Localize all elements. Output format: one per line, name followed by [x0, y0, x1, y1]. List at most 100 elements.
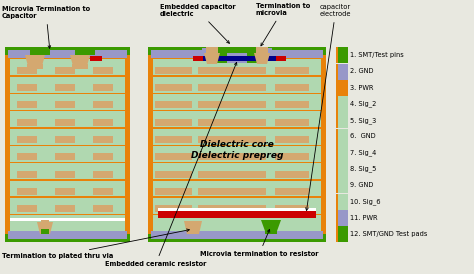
Bar	[148, 47, 326, 242]
Bar	[275, 171, 303, 178]
Bar	[10, 76, 125, 93]
Bar	[338, 145, 348, 161]
Bar	[198, 153, 222, 160]
Bar	[336, 193, 338, 210]
Bar	[153, 75, 321, 77]
Bar	[18, 119, 37, 126]
Bar	[90, 56, 102, 61]
Bar	[55, 171, 75, 178]
Bar	[155, 171, 178, 178]
Bar	[164, 84, 192, 91]
Text: 10. Sig_6: 10. Sig_6	[350, 198, 381, 205]
Bar	[153, 110, 321, 112]
Bar	[275, 84, 303, 91]
Bar	[153, 197, 321, 214]
Bar	[18, 171, 37, 178]
Bar	[10, 127, 125, 129]
Bar	[286, 67, 309, 74]
Bar	[338, 177, 348, 193]
Bar	[198, 205, 222, 212]
Text: 5. Sig_3: 5. Sig_3	[350, 117, 376, 124]
Bar	[93, 84, 113, 91]
Text: Embedded capacitor
dielectric: Embedded capacitor dielectric	[160, 4, 236, 43]
Bar	[198, 101, 222, 109]
Text: 1. SMT/Test pins: 1. SMT/Test pins	[350, 52, 404, 58]
Bar	[336, 226, 338, 242]
Bar	[75, 47, 95, 55]
Bar	[10, 59, 125, 75]
Bar	[338, 112, 348, 128]
Bar	[219, 119, 248, 126]
Bar	[336, 177, 338, 193]
Bar	[275, 119, 303, 126]
Bar	[93, 101, 113, 109]
Bar	[338, 47, 348, 63]
Bar	[10, 162, 125, 179]
Bar	[336, 96, 338, 112]
Bar	[164, 136, 192, 143]
Bar	[148, 47, 326, 55]
Bar	[219, 205, 248, 212]
Bar	[164, 67, 192, 74]
Bar	[153, 59, 321, 75]
Bar	[153, 58, 321, 59]
Bar	[206, 47, 218, 54]
Bar	[55, 119, 75, 126]
Bar	[286, 171, 309, 178]
Bar	[10, 110, 125, 112]
Bar	[10, 111, 125, 127]
Bar	[198, 67, 222, 74]
Bar	[286, 119, 309, 126]
Bar	[286, 205, 309, 212]
Bar	[55, 84, 75, 91]
Bar	[155, 205, 178, 212]
Bar	[8, 231, 127, 239]
Bar	[219, 101, 248, 109]
Bar	[242, 136, 265, 143]
Bar	[219, 67, 248, 74]
Bar	[265, 229, 277, 234]
Text: capacitor
electrode: capacitor electrode	[306, 4, 352, 210]
Bar	[336, 47, 338, 63]
Bar	[155, 84, 178, 91]
Bar	[338, 210, 348, 226]
Bar	[55, 101, 75, 109]
Bar	[198, 119, 222, 126]
Bar	[158, 208, 316, 211]
Bar	[10, 197, 125, 214]
Bar	[153, 145, 321, 162]
Bar	[18, 84, 37, 91]
Bar	[55, 67, 75, 74]
Bar	[164, 153, 192, 160]
Bar	[275, 205, 303, 212]
Bar	[219, 136, 248, 143]
Bar	[10, 128, 125, 144]
Bar	[155, 136, 178, 143]
Bar	[153, 196, 321, 198]
Bar	[153, 111, 321, 127]
Bar	[336, 129, 338, 144]
Bar	[27, 64, 43, 69]
Bar	[198, 136, 222, 143]
Bar	[18, 101, 37, 109]
Bar	[41, 229, 49, 234]
Bar	[151, 50, 323, 58]
Bar	[242, 153, 265, 160]
Text: 11. PWR: 11. PWR	[350, 215, 378, 221]
Bar	[5, 47, 130, 242]
Text: 12. SMT/GND Test pads: 12. SMT/GND Test pads	[350, 231, 428, 237]
Bar	[153, 162, 321, 179]
Bar	[8, 50, 127, 58]
Bar	[93, 67, 113, 74]
Bar	[93, 205, 113, 212]
Bar	[93, 153, 113, 160]
Bar	[93, 119, 113, 126]
Bar	[10, 58, 125, 59]
Bar	[72, 64, 88, 69]
Bar	[193, 56, 203, 61]
Bar	[10, 180, 125, 196]
Bar	[30, 47, 50, 55]
Bar	[10, 93, 125, 110]
Bar	[93, 171, 113, 178]
Bar	[338, 64, 348, 79]
